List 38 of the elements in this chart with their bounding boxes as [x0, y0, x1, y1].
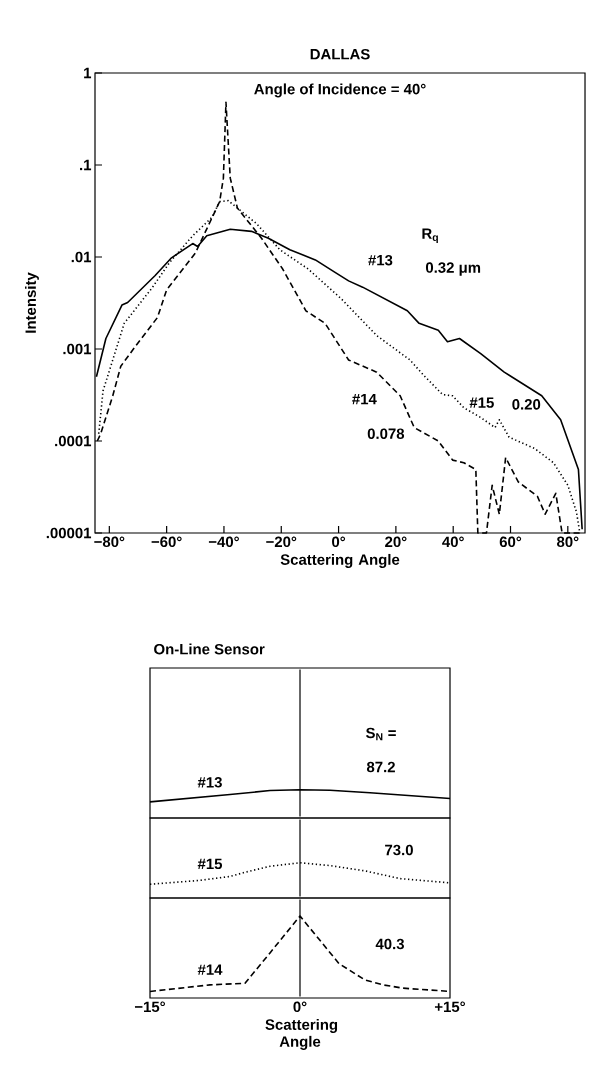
x-tick-label: 40°: [442, 536, 464, 548]
y-tick-label: .1: [80, 159, 92, 171]
y-tick-label: 1: [84, 67, 92, 79]
series-label: #13: [197, 776, 222, 788]
y-axis-title: Intensity: [25, 272, 39, 333]
text: 73.0: [385, 844, 413, 856]
text: Angle of Incidence = 40°: [254, 83, 426, 98]
x-tick-label: −40°: [208, 536, 239, 548]
series-label: #13: [368, 254, 393, 266]
series-label: #14: [197, 964, 223, 975]
series-label: #14: [352, 393, 377, 405]
x-tick-label: 20°: [385, 536, 407, 548]
y-tick-label: .001: [63, 343, 92, 355]
x-tick-label: −80°: [94, 536, 125, 548]
annotation: 40.3: [375, 938, 404, 950]
x-axis-title: Scattering Angle: [265, 1018, 338, 1050]
x-tick-label: 0°: [332, 536, 346, 548]
annotation: R$_{q}$: [422, 228, 438, 244]
chart-title: DALLAS: [310, 48, 370, 60]
series-label: #15: [197, 858, 223, 870]
y-tick-label: .0001: [55, 435, 92, 447]
annotation: 0.078: [367, 428, 405, 439]
x-axis-title: Scattering Angle: [280, 553, 400, 568]
x-tick-label: 0°: [293, 1001, 307, 1013]
text: 87.2: [366, 761, 395, 773]
x-tick-label: +15°: [434, 1001, 466, 1013]
y-tick-label: .01: [71, 251, 92, 263]
y-tick-label: .00001: [46, 527, 92, 539]
chart-title: On-Line Sensor: [154, 643, 265, 655]
x-tick-label: −20°: [266, 536, 297, 548]
annotation: 0.20: [512, 399, 541, 410]
series-label: #15: [469, 397, 494, 408]
x-tick-label: −15°: [134, 1001, 166, 1013]
x-tick-label: 60°: [499, 536, 522, 548]
x-tick-label: 80°: [556, 536, 579, 548]
text: S$_{N}$ =: [365, 727, 396, 741]
x-tick-label: −60°: [151, 536, 182, 548]
annotation: 0.32 μm: [425, 262, 481, 276]
